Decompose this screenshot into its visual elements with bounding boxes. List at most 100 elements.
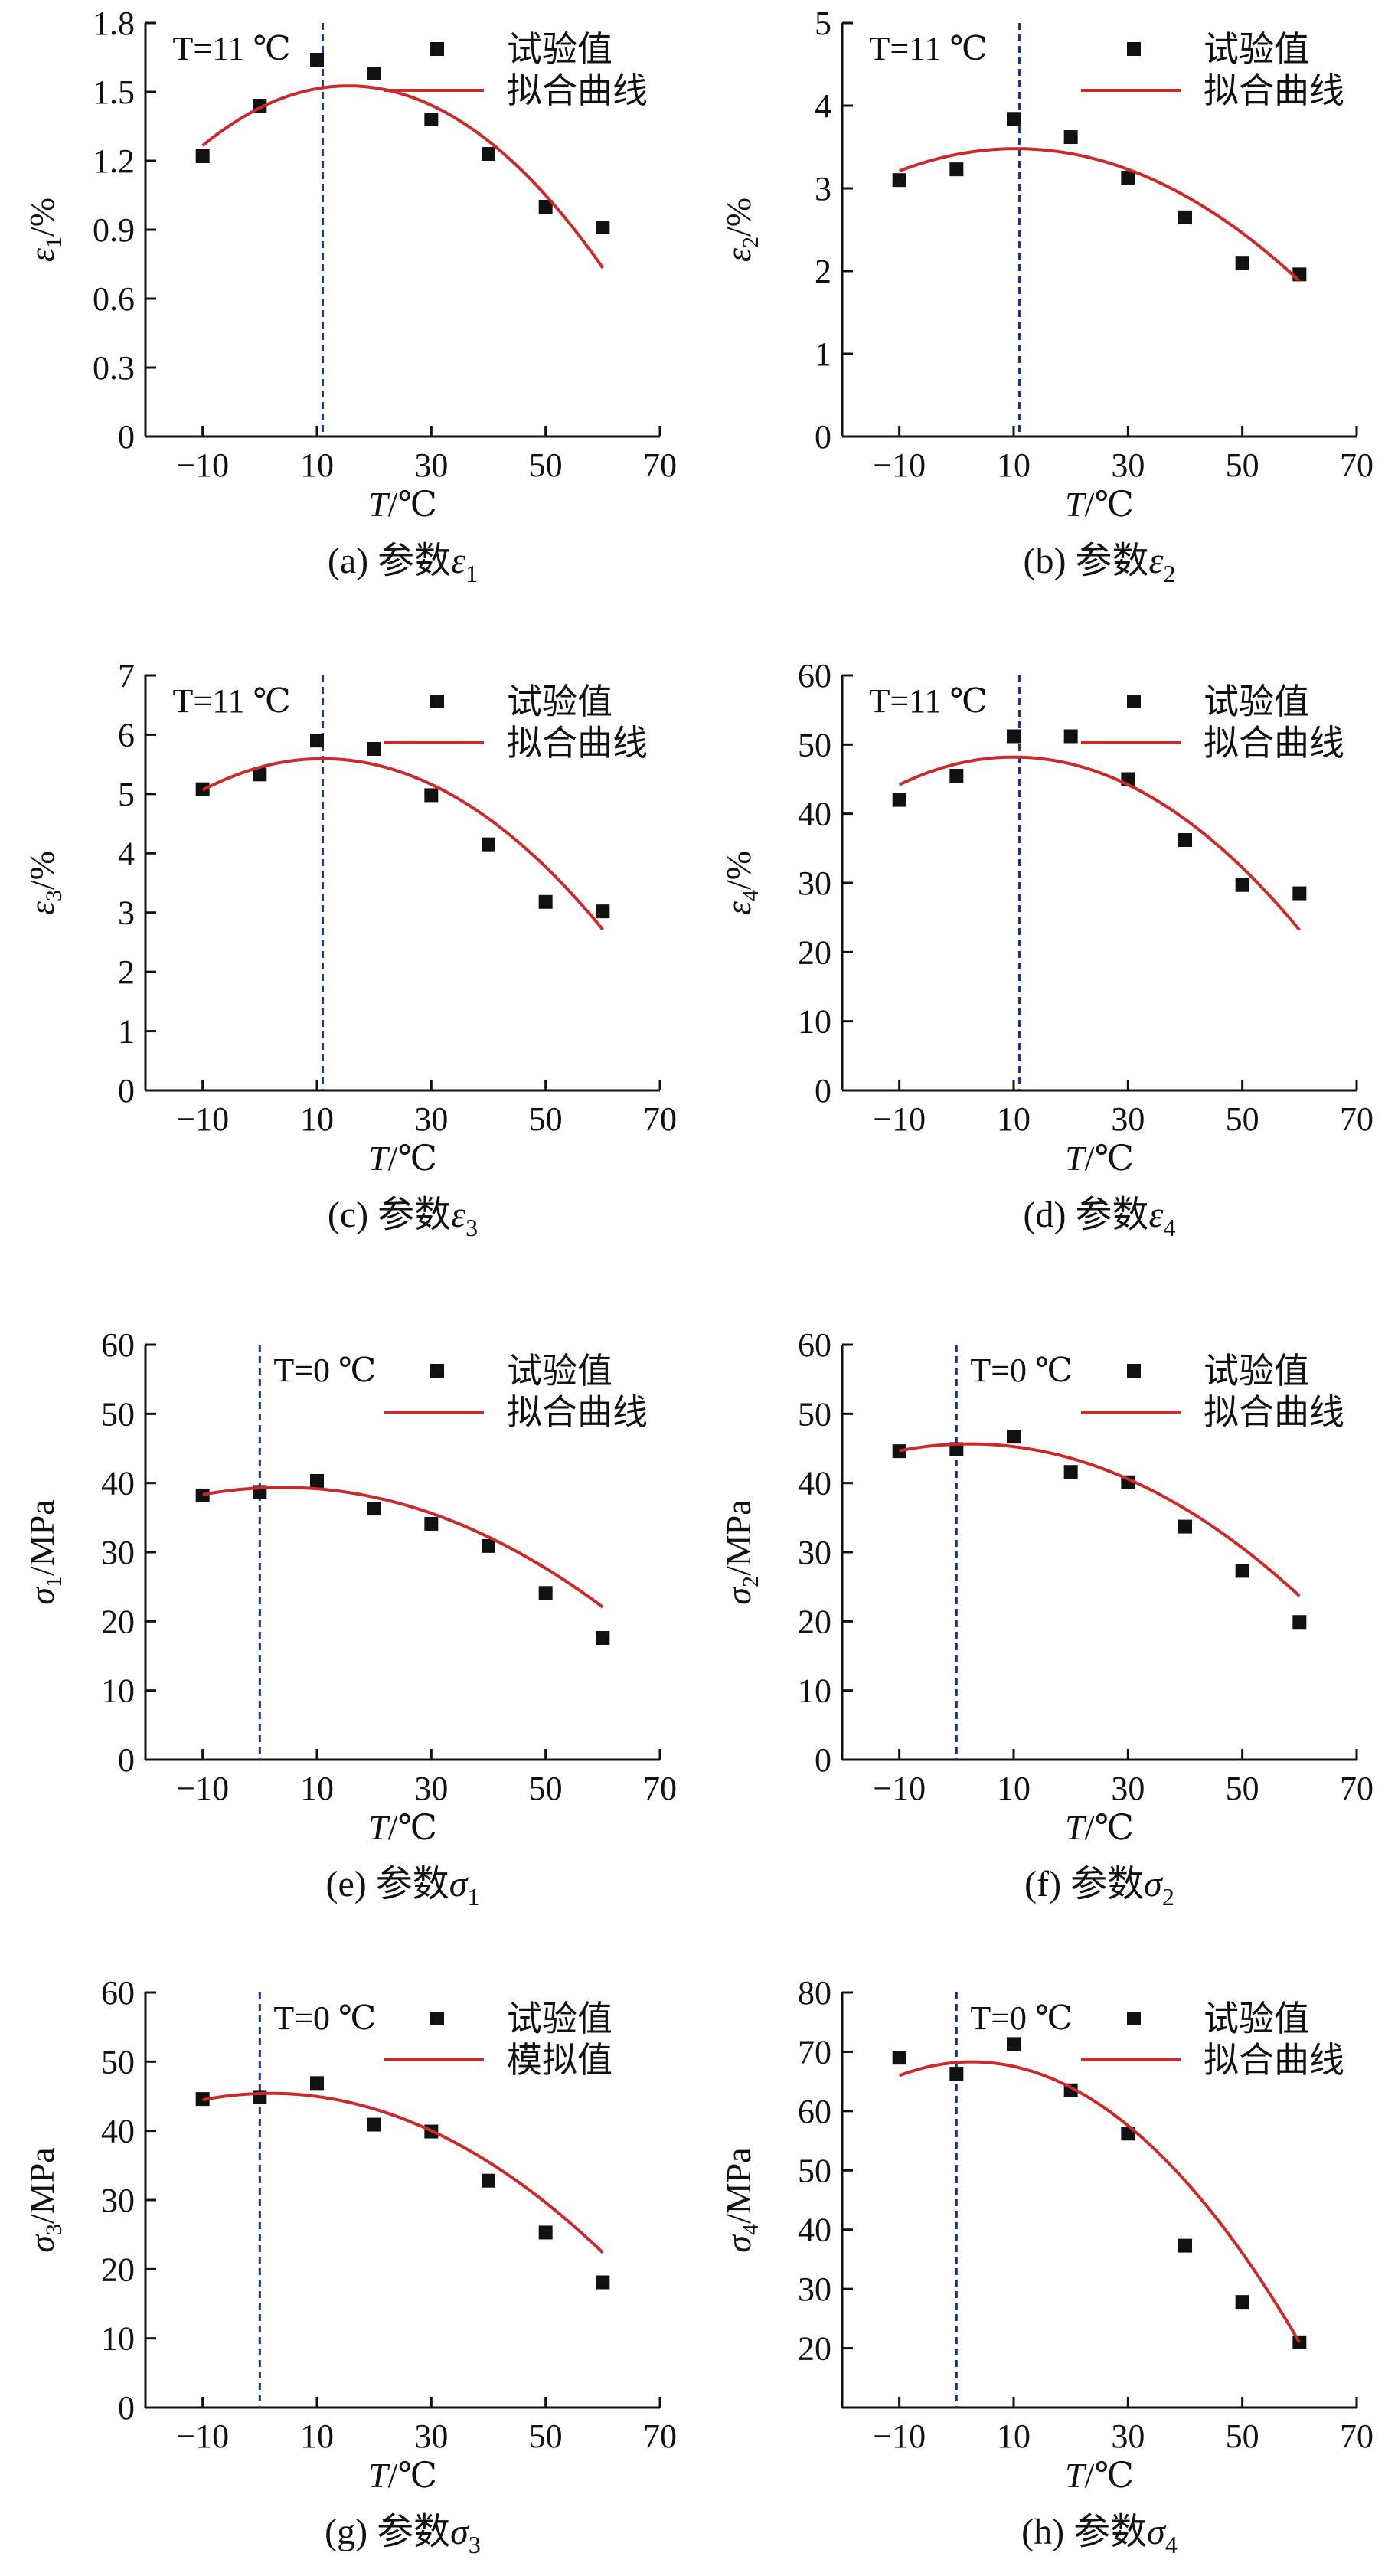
y-axis-label: ε4/%: [719, 851, 763, 915]
x-tick-label: 50: [529, 446, 563, 484]
panel-caption: (a) 参数ε1: [328, 541, 478, 587]
y-label-unit: /%: [22, 851, 61, 890]
x-label-unit: /℃: [388, 1808, 437, 1847]
data-point: [892, 2051, 906, 2065]
x-label-symbol: T: [368, 1808, 390, 1847]
y-tick-label: 30: [798, 2270, 831, 2308]
caption-symbol: σ: [1147, 2512, 1167, 2552]
y-tick-label: 0: [815, 1741, 831, 1779]
x-tick-label: 50: [1226, 2417, 1259, 2455]
x-tick-label: 30: [414, 446, 448, 484]
legend-marker-exp: [1127, 2012, 1141, 2025]
y-label-symbol: σ: [22, 2234, 61, 2253]
data-point: [253, 767, 267, 782]
y-axis-label: ε2/%: [719, 198, 763, 262]
data-point: [596, 904, 610, 919]
x-axis-label: T/℃: [1065, 485, 1134, 524]
y-tick-label: 20: [798, 2330, 831, 2368]
x-label-symbol: T: [1065, 2456, 1087, 2495]
y-label-symbol: ε: [719, 901, 758, 915]
y-label-symbol: ε: [719, 247, 758, 262]
legend-label-exp: 试验值: [1204, 682, 1309, 721]
y-label-subscript: 2: [738, 1576, 763, 1587]
legend-marker-exp: [1127, 42, 1141, 56]
data-point: [367, 2117, 381, 2132]
x-tick-label: 10: [997, 2417, 1031, 2455]
legend-label-fit: 拟合曲线: [1204, 1393, 1344, 1432]
caption-symbol: ε: [1149, 541, 1164, 581]
y-tick-label: 50: [798, 1395, 831, 1433]
y-label-unit: /%: [22, 198, 61, 237]
y-tick-label: 40: [798, 2212, 831, 2249]
data-point: [310, 734, 324, 748]
data-point: [538, 1586, 553, 1600]
data-point: [424, 788, 439, 803]
reference-label-text: T=11 ℃: [172, 30, 290, 67]
reference-label-text: T=11 ℃: [172, 682, 290, 720]
panel-caption: (d) 参数ε4: [1024, 1195, 1176, 1241]
x-label-symbol: T: [1065, 1139, 1087, 1178]
y-tick-label: 1.2: [93, 142, 135, 180]
legend-marker-exp: [430, 42, 444, 56]
x-label-unit: /℃: [1085, 2456, 1134, 2495]
y-tick-label: 0: [815, 1072, 831, 1110]
y-tick-label: 0: [118, 418, 135, 456]
y-tick-label: 10: [101, 1672, 135, 1710]
y-tick-label: 30: [798, 865, 831, 902]
x-tick-label: 30: [414, 1100, 448, 1138]
x-axis-label: T/℃: [1065, 2456, 1134, 2495]
data-point: [596, 221, 610, 234]
legend-label-fit: 拟合曲线: [1204, 2041, 1344, 2080]
caption-subscript: 2: [1163, 560, 1175, 587]
reference-label: T=11 ℃: [172, 30, 290, 67]
legend-label-exp: 试验值: [1204, 30, 1309, 69]
y-tick-label: 4: [118, 835, 135, 872]
y-axis-label: σ3/MPa: [22, 2147, 67, 2252]
data-point: [1178, 832, 1192, 847]
x-tick-label: 10: [300, 1100, 334, 1138]
y-tick-label: 50: [101, 2043, 135, 2081]
fit-curve: [898, 755, 1301, 931]
data-point: [596, 1631, 610, 1646]
data-point: [1235, 256, 1249, 270]
x-label-unit: /℃: [1085, 1808, 1134, 1847]
x-tick-label: 70: [643, 2417, 677, 2455]
x-axis-label: T/℃: [368, 2456, 437, 2495]
y-label-unit: /MPa: [22, 1499, 61, 1576]
data-point: [538, 200, 553, 214]
y-axis-label: σ1/MPa: [22, 1499, 67, 1604]
x-tick-label: 50: [1226, 1770, 1259, 1807]
y-tick-label: 3: [815, 170, 831, 208]
y-label-subscript: 4: [738, 2224, 763, 2235]
x-tick-label: 30: [414, 1770, 448, 1807]
reference-label-text: T=11 ℃: [869, 682, 987, 720]
legend-marker-exp: [1127, 1364, 1141, 1378]
y-tick-label: 20: [101, 1603, 135, 1640]
reference-label-text: T=0 ℃: [970, 1352, 1073, 1389]
legend-marker-exp: [430, 1364, 444, 1378]
data-point: [1178, 2238, 1192, 2253]
x-tick-label: 70: [1340, 446, 1374, 484]
data-point: [1063, 1465, 1078, 1479]
caption-symbol: ε: [451, 1195, 465, 1235]
data-point: [1178, 1519, 1192, 1534]
data-point: [310, 53, 324, 67]
x-tick-label: 30: [1111, 2417, 1145, 2455]
legend-label-exp: 试验值: [1204, 1999, 1309, 2038]
y-tick-label: 5: [815, 5, 831, 42]
y-tick-label: 5: [118, 776, 135, 813]
caption-symbol: σ: [1144, 1864, 1164, 1904]
legend-marker-exp: [430, 2012, 444, 2025]
data-point: [310, 1473, 324, 1488]
y-label-subscript: 1: [41, 1576, 67, 1587]
y-label-subscript: 4: [738, 890, 763, 901]
y-tick-label: 40: [101, 1465, 135, 1502]
reference-label: T=11 ℃: [869, 30, 987, 67]
y-tick-label: 60: [798, 1326, 831, 1364]
x-label-unit: /℃: [1085, 1139, 1134, 1178]
y-label-symbol: σ: [22, 1586, 61, 1605]
